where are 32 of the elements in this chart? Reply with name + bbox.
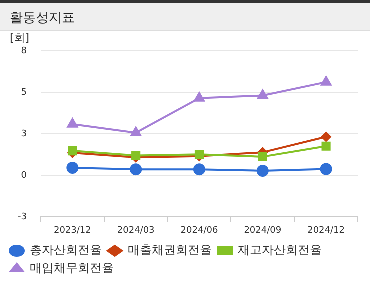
y-tick-label: 3 <box>21 129 27 140</box>
point <box>130 164 142 176</box>
legend-label: 재고자산회전율 <box>238 243 322 258</box>
point <box>68 146 78 156</box>
y-tick-label: 8 <box>21 46 28 56</box>
y-tick-label: -3 <box>18 212 27 223</box>
point <box>321 132 332 142</box>
point <box>194 92 205 102</box>
point <box>194 150 204 160</box>
point <box>322 142 331 151</box>
legend-label: 총자산회전율 <box>30 243 102 258</box>
x-tick-label: 2024/03 <box>117 226 155 236</box>
chart-title: 활동성지표 <box>0 0 370 31</box>
point <box>130 126 142 136</box>
point <box>320 163 332 176</box>
y-axis-title: [회] <box>10 31 30 44</box>
point <box>320 76 332 86</box>
x-tick-label: 2024/06 <box>180 226 218 236</box>
point <box>193 164 206 176</box>
point <box>258 90 268 100</box>
point <box>66 162 79 174</box>
legend-label: 매입채무회전율 <box>30 261 114 276</box>
point <box>67 118 78 128</box>
x-tick-label: 2024/09 <box>244 226 282 236</box>
x-tick-label: 2024/12 <box>308 226 345 236</box>
x-tick-label: 2023/12 <box>54 226 92 236</box>
point <box>132 151 141 160</box>
y-tick-label: 5 <box>21 88 27 98</box>
legend-label: 매출채권회전율 <box>128 243 212 258</box>
point <box>258 152 268 162</box>
point <box>256 164 269 177</box>
y-tick-label: 0 <box>21 170 28 181</box>
